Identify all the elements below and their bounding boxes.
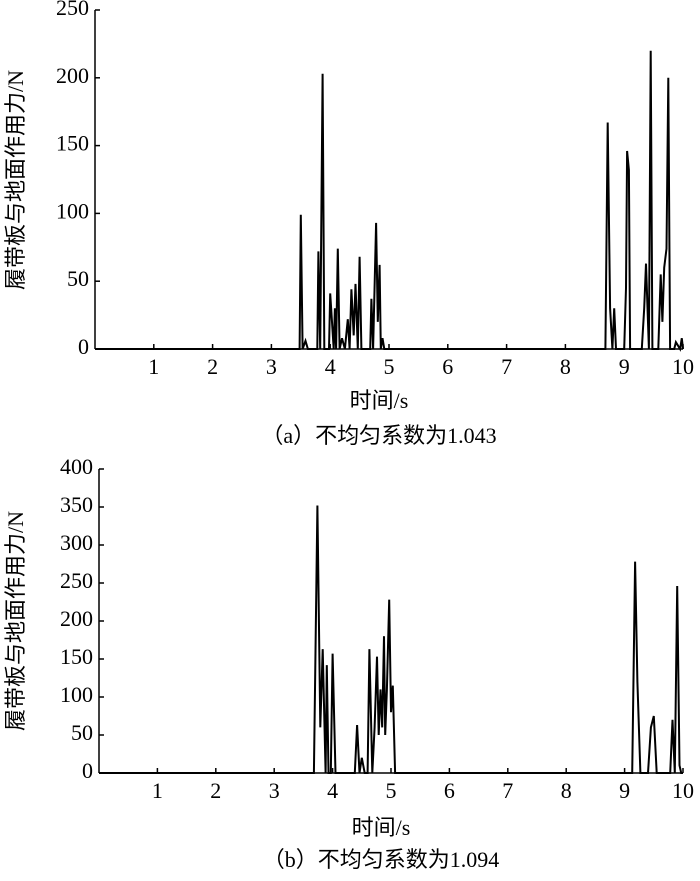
y-tick-label: 150 bbox=[56, 131, 89, 156]
x-tick-label: 8 bbox=[561, 778, 572, 803]
y-axis-label: 履带板与地面作用力/N bbox=[3, 511, 28, 731]
y-axis-label: 履带板与地面作用力/N bbox=[3, 70, 28, 290]
y-tick-label: 400 bbox=[60, 454, 93, 479]
x-tick-label: 6 bbox=[442, 354, 453, 379]
x-tick-label: 10 bbox=[672, 778, 694, 803]
y-tick-label: 100 bbox=[60, 682, 93, 707]
x-tick-label: 7 bbox=[501, 354, 512, 379]
data-line bbox=[99, 505, 683, 774]
x-tick-label: 3 bbox=[269, 778, 280, 803]
caption: （a）不均匀系数为1.043 bbox=[261, 423, 496, 448]
y-tick-label: 200 bbox=[60, 606, 93, 631]
caption: （b）不均匀系数为1.094 bbox=[263, 847, 500, 872]
x-tick-label: 2 bbox=[210, 778, 221, 803]
y-tick-label: 200 bbox=[56, 63, 89, 88]
x-tick-label: 4 bbox=[325, 354, 336, 379]
data-line bbox=[95, 50, 684, 352]
y-tick-label: 150 bbox=[60, 644, 93, 669]
y-tick-label: 350 bbox=[60, 492, 93, 517]
x-tick-label: 5 bbox=[386, 778, 397, 803]
y-tick-label: 250 bbox=[56, 0, 89, 20]
x-tick-label: 9 bbox=[619, 778, 630, 803]
x-tick-label: 3 bbox=[266, 354, 277, 379]
y-tick-label: 250 bbox=[60, 568, 93, 593]
x-tick-label: 2 bbox=[207, 354, 218, 379]
x-tick-label: 4 bbox=[327, 778, 338, 803]
x-tick-label: 9 bbox=[619, 354, 630, 379]
y-tick-label: 0 bbox=[82, 758, 93, 783]
x-tick-label: 5 bbox=[384, 354, 395, 379]
x-tick-label: 1 bbox=[148, 354, 159, 379]
y-tick-label: 300 bbox=[60, 530, 93, 555]
x-tick-label: 7 bbox=[502, 778, 513, 803]
x-axis-label: 时间/s bbox=[350, 388, 409, 413]
y-tick-label: 0 bbox=[78, 334, 89, 359]
x-tick-label: 8 bbox=[560, 354, 571, 379]
x-tick-label: 1 bbox=[152, 778, 163, 803]
y-tick-label: 100 bbox=[56, 198, 89, 223]
y-tick-label: 50 bbox=[67, 266, 89, 291]
x-axis-label: 时间/s bbox=[352, 815, 411, 840]
x-tick-label: 6 bbox=[444, 778, 455, 803]
y-tick-label: 50 bbox=[71, 720, 93, 745]
x-tick-label: 10 bbox=[672, 354, 694, 379]
